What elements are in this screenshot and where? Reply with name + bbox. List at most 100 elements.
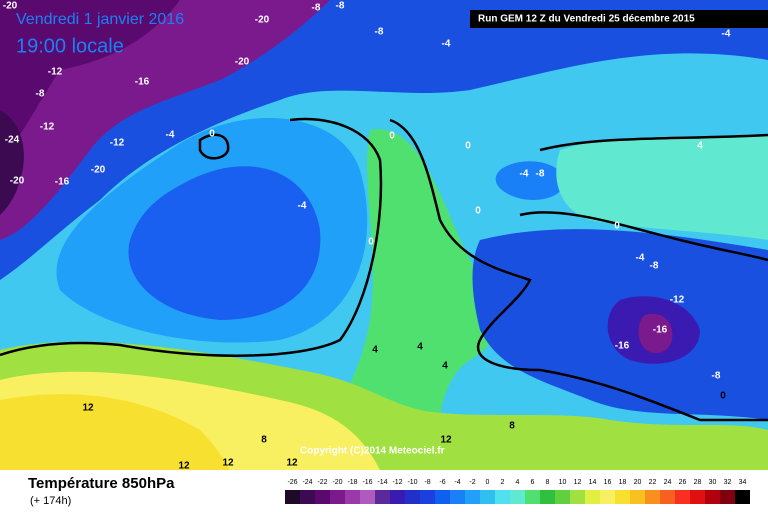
scale-swatch: [615, 490, 630, 504]
contour-label: -12: [40, 122, 55, 133]
contour-label: -20: [255, 15, 270, 26]
scale-swatch: [735, 490, 750, 504]
scale-swatch: [630, 490, 645, 504]
contour-label: 0: [389, 131, 395, 142]
scale-swatch: [315, 490, 330, 504]
contour-label: 0: [614, 221, 620, 232]
scale-label: -6: [439, 479, 445, 486]
scale-swatch: [600, 490, 615, 504]
scale-label: -24: [302, 479, 312, 486]
contour-label: 12: [222, 458, 234, 469]
scale-swatch: [570, 490, 585, 504]
contour-label: -16: [55, 177, 70, 188]
scale-label: 12: [574, 479, 582, 486]
contour-label: 12: [286, 458, 298, 469]
contour-labels: -20 -20 -8 -8 -8 -4 -4 -12 -16 -8 -20 -12 -12 -4 0 -24 -…: [3, 1, 731, 472]
scale-label: 4: [516, 479, 520, 486]
scale-label: 10: [559, 479, 567, 486]
scale-label: -18: [347, 479, 357, 486]
scale-label: 22: [649, 479, 657, 486]
scale-label: 26: [679, 479, 687, 486]
contour-label: -16: [615, 341, 630, 352]
contour-label: 0: [720, 391, 726, 402]
contour-label: 8: [261, 435, 267, 446]
scale-label: -16: [362, 479, 372, 486]
scale-swatch: [495, 490, 510, 504]
scale-swatch: [690, 490, 705, 504]
contour-label: -8: [536, 169, 545, 180]
scale-swatch: [555, 490, 570, 504]
scale-label: 14: [589, 479, 597, 486]
scale-swatch: [330, 490, 345, 504]
scale-swatch: [510, 490, 525, 504]
contour-label: -4: [636, 253, 645, 264]
scale-swatch: [420, 490, 435, 504]
contour-label: 4: [372, 345, 378, 356]
scale-label: -12: [392, 479, 402, 486]
contour-label: 8: [509, 421, 515, 432]
scale-label: 34: [739, 479, 747, 486]
contour-label: -20: [235, 57, 250, 68]
contour-label: 0: [209, 129, 215, 140]
scale-label: -22: [317, 479, 327, 486]
scale-swatch: [645, 490, 660, 504]
scale-label: 16: [604, 479, 612, 486]
contour-label: -8: [336, 1, 345, 12]
scale-label: 2: [501, 479, 505, 486]
contour-label: -16: [135, 77, 150, 88]
scale-label: -20: [332, 479, 342, 486]
copyright: Copyright (C)2014 Meteociel.fr: [300, 446, 445, 457]
scale-swatch: [435, 490, 450, 504]
field-title: Température 850hPa: [28, 475, 175, 492]
contour-label: 12: [440, 435, 452, 446]
scale-swatch: [705, 490, 720, 504]
contour-label: -20: [91, 165, 106, 176]
scale-swatch: [375, 490, 390, 504]
scale-label: 20: [634, 479, 642, 486]
scale-swatch: [450, 490, 465, 504]
contour-label: -4: [722, 29, 731, 40]
scale-label: -2: [469, 479, 475, 486]
run-banner: [470, 10, 768, 28]
forecast-lead: (+ 174h): [30, 495, 71, 507]
contour-label: 4: [417, 342, 423, 353]
contour-label: 4: [697, 141, 703, 152]
contour-label: -8: [312, 3, 321, 14]
contour-label: -16: [653, 325, 668, 336]
forecast-date: Vendredi 1 janvier 2016: [16, 11, 184, 28]
map-field: [0, 0, 768, 470]
run-info: Run GEM 12 Z du Vendredi 25 décembre 201…: [478, 14, 695, 25]
contour-label: 0: [465, 141, 471, 152]
contour-label: 12: [82, 403, 94, 414]
contour-label: -12: [670, 295, 685, 306]
contour-lines: [0, 117, 768, 422]
scale-swatch: [480, 490, 495, 504]
scale-swatch: [525, 490, 540, 504]
contour-label: -8: [36, 89, 45, 100]
scale-label: 18: [619, 479, 627, 486]
scale-swatch: [285, 490, 300, 504]
scale-label: -10: [407, 479, 417, 486]
contour-label: -12: [48, 67, 63, 78]
scale-swatch: [720, 490, 735, 504]
contour-label: -24: [5, 135, 20, 146]
contour-label: -8: [712, 371, 721, 382]
scale-swatch: [300, 490, 315, 504]
scale-swatch: [675, 490, 690, 504]
contour-label: -4: [166, 130, 175, 141]
scale-label: 8: [546, 479, 550, 486]
scale-swatch: [390, 490, 405, 504]
scale-swatch: [660, 490, 675, 504]
scale-swatch: [405, 490, 420, 504]
color-scale: -26 -24 -22 -20 -18 -16 -14 -12 -10 -8 -6 -4 -2 0 2 4 6 8…: [285, 479, 750, 504]
scale-swatch: [360, 490, 375, 504]
contour-label: -12: [110, 138, 125, 149]
scale-label: 6: [531, 479, 535, 486]
forecast-time: 19:00 locale: [16, 35, 124, 57]
scale-label: -14: [377, 479, 387, 486]
scale-swatch: [585, 490, 600, 504]
scale-swatch: [540, 490, 555, 504]
contour-label: 4: [442, 361, 448, 372]
contour-label: -20: [3, 1, 18, 12]
